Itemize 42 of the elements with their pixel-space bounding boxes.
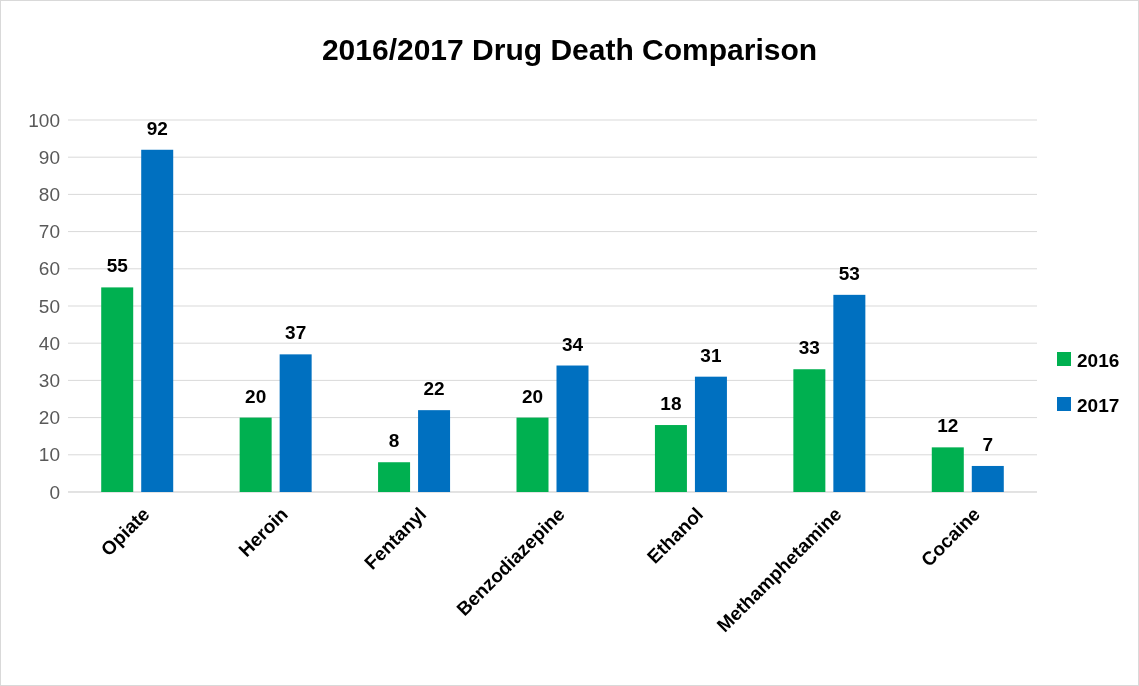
legend-label: 2016 <box>1077 349 1120 371</box>
data-label: 20 <box>245 385 267 407</box>
bar <box>279 354 312 492</box>
bar <box>378 462 411 492</box>
data-label: 20 <box>521 385 544 407</box>
data-label: 92 <box>146 117 168 139</box>
bar <box>556 365 589 492</box>
bar <box>101 287 134 492</box>
bar <box>971 465 1004 492</box>
bar <box>239 417 272 492</box>
bar <box>418 410 451 492</box>
data-label: 8 <box>388 430 400 452</box>
data-label: 53 <box>838 262 860 284</box>
data-label: 7 <box>982 433 994 455</box>
data-label: 37 <box>285 322 307 344</box>
y-tick-label: 30 <box>38 370 60 392</box>
bar <box>833 294 866 492</box>
y-tick-label: 50 <box>38 295 60 317</box>
chart-title: 2016/2017 Drug Death Comparison <box>321 33 818 66</box>
data-label: 12 <box>937 415 959 437</box>
bar <box>931 447 964 492</box>
data-label: 22 <box>423 378 445 400</box>
bar <box>793 369 826 492</box>
bar <box>694 376 727 492</box>
y-tick-label: 60 <box>38 258 60 280</box>
legend-label: 2017 <box>1077 394 1120 416</box>
data-label: 34 <box>561 333 584 355</box>
data-label: 18 <box>660 393 682 415</box>
y-tick-label: 20 <box>38 407 60 429</box>
y-tick-label: 100 <box>28 109 60 131</box>
data-label: 33 <box>798 337 820 359</box>
bar <box>516 417 549 492</box>
y-tick-label: 90 <box>38 146 60 168</box>
y-tick-label: 80 <box>38 184 60 206</box>
y-tick-label: 0 <box>49 481 60 503</box>
data-label: 31 <box>700 344 722 366</box>
y-tick-label: 10 <box>38 444 60 466</box>
bar <box>141 149 174 492</box>
data-label: 55 <box>106 255 129 277</box>
bar <box>654 425 687 492</box>
y-tick-label: 70 <box>38 221 60 243</box>
y-tick-label: 40 <box>38 332 60 354</box>
